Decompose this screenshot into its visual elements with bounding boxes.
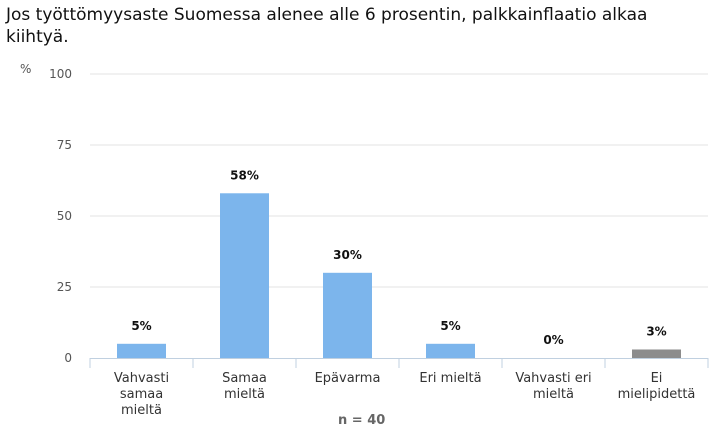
x-tick-label: Vahvasti xyxy=(114,371,169,386)
y-tick-label: 25 xyxy=(57,280,72,294)
x-tick-label: Samaa xyxy=(222,371,267,386)
y-tick-label: 75 xyxy=(57,138,72,152)
x-tick-label: Ei xyxy=(651,371,663,386)
x-tick-label: mielipidettä xyxy=(618,387,696,402)
x-tick-label: mieltä xyxy=(121,403,162,418)
data-label: 30% xyxy=(333,248,362,262)
bar xyxy=(117,343,166,358)
data-label: 3% xyxy=(646,324,666,338)
grid-lines xyxy=(90,73,708,288)
x-tick-label: Eri mieltä xyxy=(419,371,481,386)
x-tick-label: Vahvasti eri xyxy=(515,371,591,386)
x-tick-label: Epävarma xyxy=(315,371,381,386)
data-label: 5% xyxy=(440,319,460,333)
x-tick-label: mieltä xyxy=(533,387,574,402)
bar xyxy=(323,272,372,358)
y-axis-label: % xyxy=(20,62,31,76)
bar xyxy=(426,343,475,358)
data-label: 58% xyxy=(230,168,259,182)
data-label: 5% xyxy=(131,319,151,333)
y-tick-label: 0 xyxy=(64,351,72,365)
y-tick-label: 100 xyxy=(49,67,72,81)
axes: %0255075100VahvastisamaamieltäSamaamielt… xyxy=(20,62,709,418)
bars: 5% 58% 30% 5% 0% 3% xyxy=(117,168,681,358)
bar xyxy=(632,349,681,358)
x-tick-label: samaa xyxy=(120,387,163,402)
data-label: 0% xyxy=(543,333,563,347)
sample-size: n = 40 xyxy=(338,413,386,428)
x-tick-label: mieltä xyxy=(224,387,265,402)
bar xyxy=(220,193,269,358)
chart-title: Jos työttömyysaste Suomessa alenee alle … xyxy=(6,5,648,47)
y-tick-label: 50 xyxy=(57,209,72,223)
